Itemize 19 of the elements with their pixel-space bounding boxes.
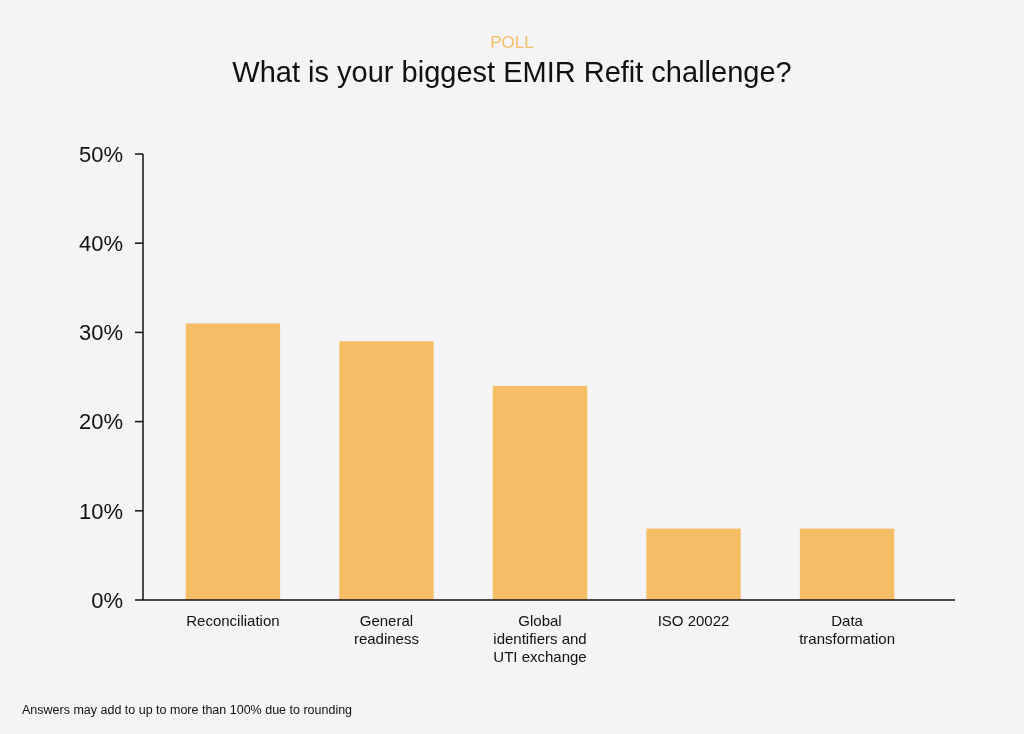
x-tick-label: General readiness [353, 612, 419, 647]
chart-title: What is your biggest EMIR Refit challenge? [232, 56, 792, 88]
y-tick-label: 50% [78, 141, 123, 167]
x-tick-label: Reconciliation [186, 612, 280, 629]
y-tick-label: 0% [91, 587, 123, 613]
y-tick-label: 40% [78, 230, 123, 256]
x-tick-label: Global identifiers and UTI exchange [493, 612, 587, 665]
y-tick-label: 10% [78, 498, 123, 524]
bar [646, 528, 741, 600]
bar [492, 385, 588, 600]
x-tick-label: Data transformation [799, 612, 896, 647]
bar [799, 528, 895, 600]
y-tick-label: 30% [78, 320, 123, 346]
bar [185, 323, 281, 600]
chart-subtitle: POLL [490, 33, 534, 52]
y-tick-label: 20% [78, 409, 123, 435]
text: Answers may add to up to more than 100% due to rounding [22, 703, 353, 717]
bar [339, 341, 434, 600]
x-tick-label: ISO 20022 [657, 612, 730, 629]
